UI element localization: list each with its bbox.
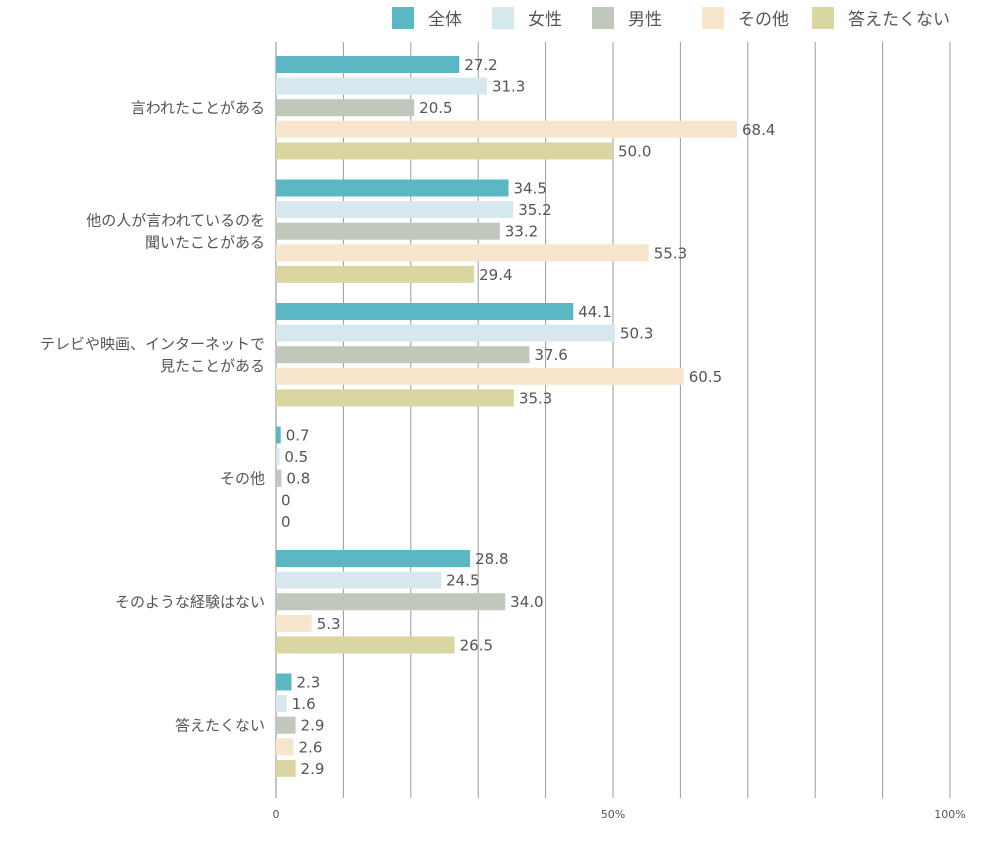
data-label: 0 bbox=[281, 513, 291, 531]
bar bbox=[276, 142, 613, 160]
category-label: そのような経験はない bbox=[115, 593, 265, 611]
bar bbox=[276, 759, 296, 777]
data-label: 50.0 bbox=[618, 142, 651, 160]
data-label: 37.6 bbox=[534, 346, 567, 364]
legend-swatch bbox=[812, 7, 834, 29]
data-label: 26.5 bbox=[460, 636, 493, 654]
data-label: 31.3 bbox=[492, 78, 525, 96]
tick-label: 100% bbox=[934, 808, 965, 821]
data-label: 44.1 bbox=[578, 303, 611, 321]
data-label: 0.5 bbox=[284, 448, 308, 466]
bar bbox=[276, 448, 280, 466]
data-label: 0 bbox=[281, 491, 291, 509]
data-label: 1.6 bbox=[292, 695, 316, 713]
bar bbox=[276, 201, 514, 219]
bar bbox=[276, 593, 506, 611]
data-label: 2.3 bbox=[297, 674, 321, 692]
bar bbox=[276, 426, 281, 444]
data-label: 2.9 bbox=[301, 717, 325, 735]
legend-label: 全体 bbox=[428, 10, 462, 30]
bar bbox=[276, 265, 475, 283]
data-label: 2.9 bbox=[301, 760, 325, 778]
bar bbox=[276, 303, 574, 320]
data-label: 28.8 bbox=[475, 550, 508, 568]
category-label: 言われたことがある bbox=[131, 99, 265, 117]
bar bbox=[276, 469, 282, 487]
bar bbox=[276, 179, 509, 197]
legend-swatch bbox=[702, 7, 724, 29]
bar bbox=[276, 738, 294, 756]
legend-label: その他 bbox=[738, 10, 789, 30]
bar bbox=[276, 99, 415, 117]
data-label: 2.6 bbox=[299, 738, 323, 756]
legend-swatch bbox=[492, 7, 514, 29]
legend-label: 答えたくない bbox=[848, 10, 950, 30]
bar bbox=[276, 636, 455, 654]
data-label: 35.3 bbox=[519, 389, 552, 407]
legend-swatch bbox=[592, 7, 614, 29]
data-label: 50.3 bbox=[620, 325, 653, 343]
tick-label: 50% bbox=[601, 808, 625, 821]
bar bbox=[276, 346, 530, 364]
bar bbox=[276, 77, 487, 95]
legend-label: 男性 bbox=[628, 10, 662, 30]
bar bbox=[276, 222, 500, 240]
bar bbox=[276, 120, 738, 138]
data-label: 20.5 bbox=[419, 99, 452, 117]
data-label: 5.3 bbox=[317, 615, 341, 633]
bar bbox=[276, 571, 442, 589]
category-label: その他 bbox=[220, 470, 265, 488]
category-labels: 言われたことがある他の人が言われているのを聞いたことがあるテレビや映画、インター… bbox=[40, 99, 265, 735]
bar bbox=[276, 324, 616, 342]
data-label: 35.2 bbox=[518, 201, 551, 219]
data-label: 33.2 bbox=[505, 223, 538, 241]
gridlines bbox=[275, 42, 951, 798]
data-label: 24.5 bbox=[446, 572, 479, 590]
legend-swatch bbox=[392, 7, 414, 29]
x-axis-ticks: 0 50% 100% bbox=[273, 808, 966, 821]
tick-label: 0 bbox=[273, 808, 280, 821]
data-label: 29.4 bbox=[479, 266, 512, 284]
data-label: 0.7 bbox=[286, 427, 310, 445]
data-label: 60.5 bbox=[689, 368, 722, 386]
bar bbox=[276, 614, 312, 632]
bar bbox=[276, 56, 460, 73]
data-label: 55.3 bbox=[654, 244, 687, 262]
category-label: 他の人が言われているのを聞いたことがある bbox=[86, 212, 265, 252]
bar bbox=[276, 550, 471, 567]
data-label: 0.8 bbox=[286, 470, 310, 488]
bar bbox=[276, 716, 296, 734]
data-label: 34.0 bbox=[510, 593, 543, 611]
bar bbox=[276, 244, 649, 262]
data-label: 27.2 bbox=[464, 56, 497, 74]
legend: 全体 女性 男性 その他 答えたくない bbox=[392, 7, 950, 30]
legend-label: 女性 bbox=[528, 10, 562, 30]
bars: 27.2 31.3 20.5 68.4 50.0 34.5 35.2 33.2 55.3 29.4… bbox=[276, 56, 775, 778]
bar bbox=[276, 695, 287, 713]
category-label: 答えたくない bbox=[175, 717, 265, 735]
category-label: テレビや映画、インターネットで見たことがある bbox=[40, 335, 265, 375]
bar bbox=[276, 367, 684, 385]
data-label: 68.4 bbox=[742, 121, 775, 139]
bar bbox=[276, 673, 292, 691]
data-label: 34.5 bbox=[514, 180, 547, 198]
bar bbox=[276, 389, 514, 407]
